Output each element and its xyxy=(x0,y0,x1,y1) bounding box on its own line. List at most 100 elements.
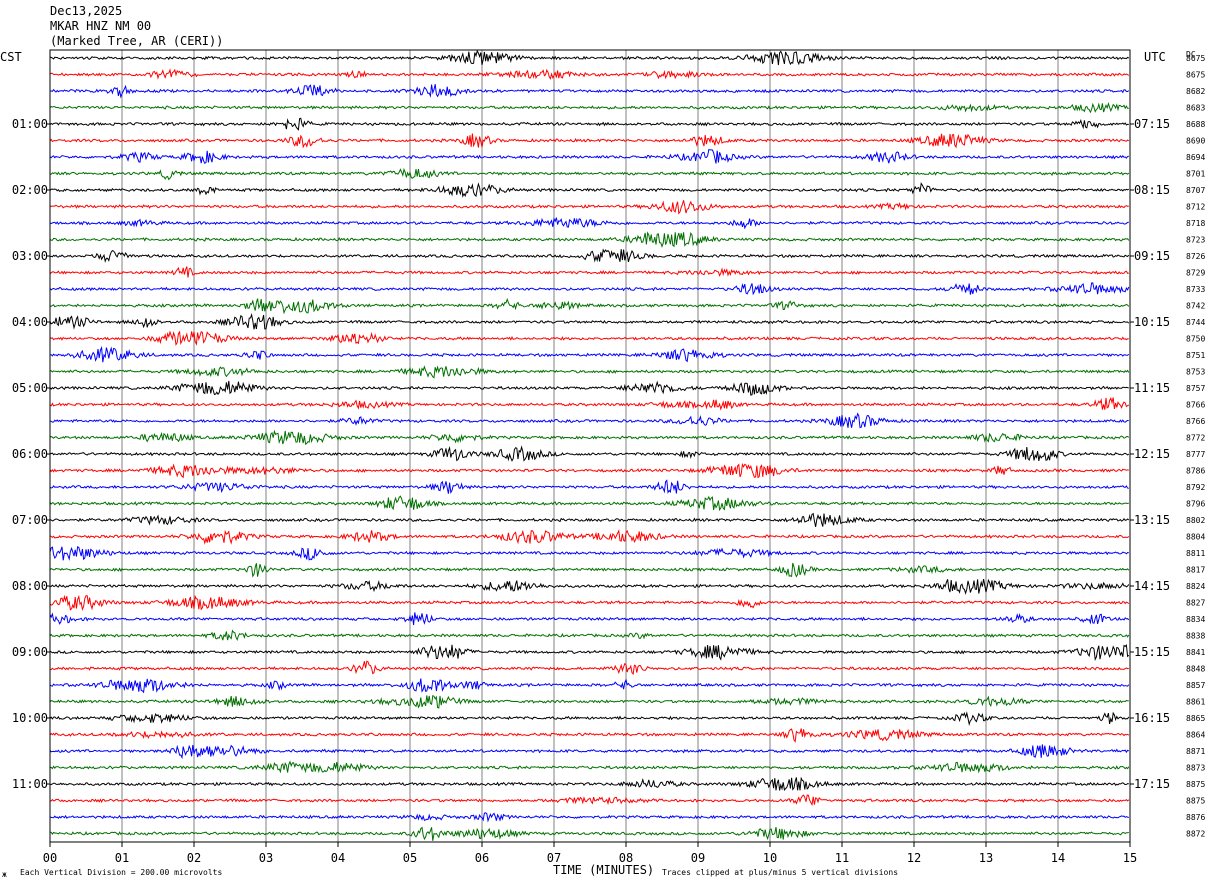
utc-hour-label: 07:15 xyxy=(1134,117,1170,131)
x-tick-label: 01 xyxy=(115,851,129,865)
dc-offset-value: 8817 xyxy=(1186,566,1205,575)
cst-hour-label: 05:00 xyxy=(12,381,48,395)
trace-row xyxy=(49,312,1130,330)
station-label: MKAR HNZ NM 00 xyxy=(50,19,151,33)
dc-offset-value: 8872 xyxy=(1186,830,1205,839)
dc-offset-value: 8744 xyxy=(1186,318,1205,327)
utc-hour-label: 08:15 xyxy=(1134,183,1170,197)
cst-label: CST xyxy=(0,50,22,64)
x-tick-labels: 00 01 02 03 04 05 06 07 08 09 10 11 12 13 14 15 xyxy=(43,842,1137,865)
dc-offset-value: 8864 xyxy=(1186,731,1205,740)
location-label: (Marked Tree, AR (CERI)) xyxy=(50,34,223,48)
trace-row xyxy=(49,429,1130,446)
x-tick-label: 11 xyxy=(835,851,849,865)
cst-hour-labels: 01:00 02:00 03:00 04:00 05:00 06:00 07:00 08:00… xyxy=(12,117,50,791)
dc-offset-value: 8723 xyxy=(1186,236,1205,245)
dc-offset-value: 8682 xyxy=(1186,87,1205,96)
trace-row xyxy=(49,643,1130,661)
dc-offset-value: 8824 xyxy=(1186,582,1205,591)
trace-row xyxy=(50,84,1130,99)
trace-row xyxy=(49,297,1130,315)
dc-offset-value: 8683 xyxy=(1186,104,1205,113)
trace-row xyxy=(49,49,1130,66)
trace-row xyxy=(50,345,1130,363)
dc-offset-value: 8742 xyxy=(1186,302,1205,311)
trace-row xyxy=(49,102,1129,114)
dc-offset-value: 8753 xyxy=(1186,368,1205,377)
cst-hour-label: 02:00 xyxy=(12,183,48,197)
trace-row xyxy=(49,266,1129,278)
trace-row xyxy=(49,117,1129,131)
trace-row xyxy=(49,660,1129,675)
trace-row xyxy=(49,694,1129,709)
dc-offset-labels: 8675 8675 8682 8683 8688 8690 8694 8701 8707 8712… xyxy=(1186,54,1205,839)
dc-offset-value: 8875 xyxy=(1186,797,1205,806)
dc-offset-value: 8827 xyxy=(1186,599,1205,608)
dc-offset-value: 8694 xyxy=(1186,153,1205,162)
scale-note: Each Vertical Division = 200.00 microvol… xyxy=(20,868,222,877)
dc-offset-value: 8712 xyxy=(1186,203,1205,212)
trace-row xyxy=(49,529,1130,545)
utc-hour-label: 14:15 xyxy=(1134,579,1170,593)
dc-offset-value: 8675 xyxy=(1186,54,1205,63)
x-tick-label: 15 xyxy=(1123,851,1137,865)
x-tick-label: 14 xyxy=(1051,851,1065,865)
utc-hour-label: 10:15 xyxy=(1134,315,1170,329)
trace-row xyxy=(49,133,1130,149)
trace-row xyxy=(49,282,1130,296)
trace-row xyxy=(49,217,1129,230)
x-axis-title: TIME (MINUTES) xyxy=(553,863,654,877)
trace-row xyxy=(49,462,1129,479)
trace-row xyxy=(49,678,1130,694)
dc-offset-value: 8690 xyxy=(1186,137,1205,146)
trace-row xyxy=(49,744,1130,760)
cst-hour-label: 09:00 xyxy=(12,645,48,659)
x-tick-label: 10 xyxy=(763,851,777,865)
dc-offset-value: 8871 xyxy=(1186,747,1205,756)
trace-row xyxy=(49,711,1130,727)
cst-hour-label: 04:00 xyxy=(12,315,48,329)
dc-offset-value: 8718 xyxy=(1186,219,1205,228)
x-tick-label: 07 xyxy=(547,851,561,865)
corner-mark: ж xyxy=(2,870,7,879)
dc-offset-value: 8838 xyxy=(1186,632,1205,641)
trace-row xyxy=(49,445,1130,462)
utc-hour-label: 15:15 xyxy=(1134,645,1170,659)
dc-offset-value: 8751 xyxy=(1186,351,1205,360)
cst-hour-label: 03:00 xyxy=(12,249,48,263)
utc-hour-labels: 07:15 08:15 09:15 10:15 11:15 12:15 13:15 14:15… xyxy=(1130,117,1170,791)
dc-offset-value: 8786 xyxy=(1186,467,1205,476)
utc-hour-label: 16:15 xyxy=(1134,711,1170,725)
dc-offset-value: 8729 xyxy=(1186,269,1205,278)
cst-hour-label: 07:00 xyxy=(12,513,48,527)
trace-row xyxy=(49,812,1129,823)
trace-row xyxy=(49,495,1129,512)
utc-hour-label: 12:15 xyxy=(1134,447,1170,461)
dc-offset-value: 8873 xyxy=(1186,764,1205,773)
x-tick-label: 06 xyxy=(475,851,489,865)
dc-offset-value: 8750 xyxy=(1186,335,1205,344)
dc-offset-value: 8688 xyxy=(1186,120,1205,129)
trace-row xyxy=(49,629,1130,642)
dc-offset-value: 8675 xyxy=(1186,71,1205,80)
dc-offset-value: 8841 xyxy=(1186,648,1205,657)
time-grid xyxy=(121,50,1059,842)
dc-offset-value: 8766 xyxy=(1186,401,1205,410)
cst-hour-label: 01:00 xyxy=(12,117,48,131)
trace-row xyxy=(49,594,1130,611)
dc-offset-value: 8757 xyxy=(1186,384,1205,393)
trace-row xyxy=(49,148,1129,165)
x-tick-label: 12 xyxy=(907,851,921,865)
dc-offset-value: 8707 xyxy=(1186,186,1205,195)
utc-hour-label: 11:15 xyxy=(1134,381,1170,395)
plot-frame xyxy=(49,49,1131,843)
dc-offset-value: 8766 xyxy=(1186,417,1205,426)
dc-offset-value: 8796 xyxy=(1186,500,1205,509)
dc-offset-value: 8876 xyxy=(1186,813,1205,822)
utc-label: UTC xyxy=(1144,50,1166,64)
dc-offset-value: 8811 xyxy=(1186,549,1205,558)
trace-row xyxy=(49,167,1130,181)
x-tick-label: 04 xyxy=(331,851,345,865)
trace-row xyxy=(49,776,1129,791)
x-tick-label: 03 xyxy=(259,851,273,865)
